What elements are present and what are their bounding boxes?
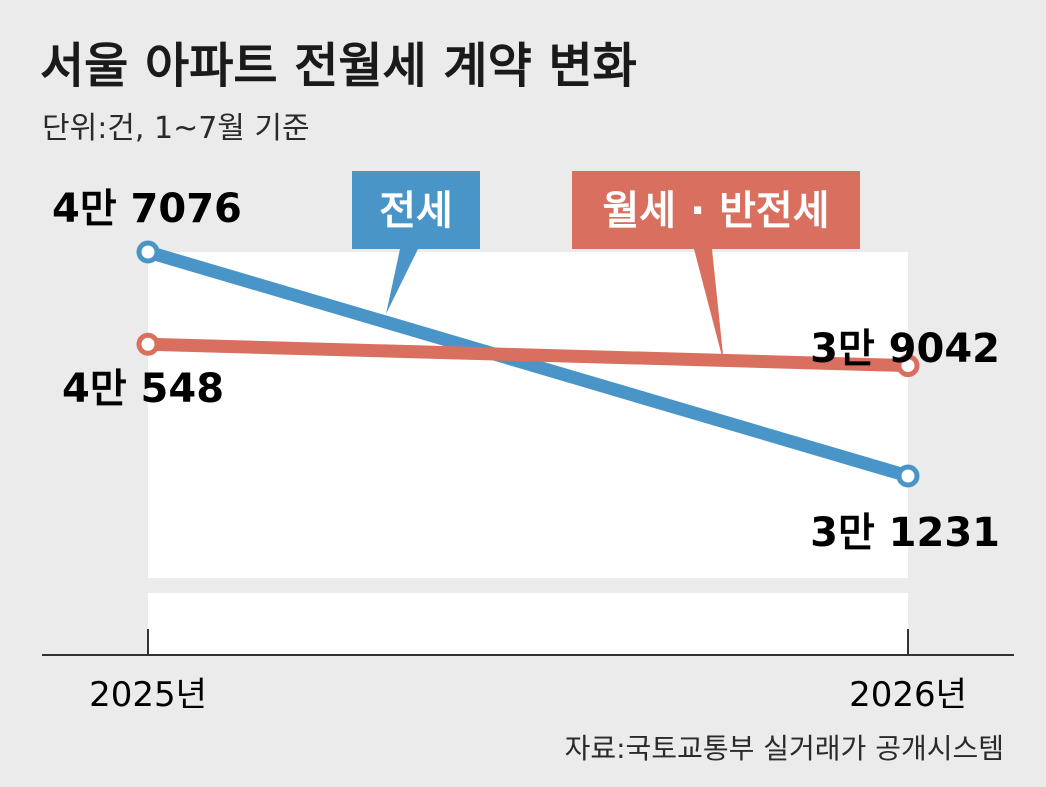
point-wolse-2026	[896, 354, 920, 378]
data-label-wolse-2026: 3만 9042	[810, 326, 1000, 372]
legend-pointer-wolse	[694, 249, 724, 364]
legend-box-jeonse	[352, 171, 480, 249]
legend-label-jeonse: 전세	[379, 188, 453, 234]
data-label-jeonse-2026: 3만 1231	[810, 510, 1000, 556]
point-jeonse-2026	[896, 464, 920, 488]
series-line-wolse	[141, 337, 915, 373]
chart-subtitle: 단위:건, 1~7월 기준	[42, 111, 310, 146]
data-label-wolse-2025: 4만 548	[62, 366, 224, 412]
chart-source: 자료:국토교통부 실거래가 공개시스템	[565, 732, 1004, 765]
legend-label-wolse: 월세 · 반전세	[602, 188, 829, 234]
plot-area-lower	[148, 593, 908, 655]
x-tick-label-2025: 2025년	[89, 675, 207, 715]
point-jeonse-2025	[136, 240, 160, 264]
data-label-jeonse-2025: 4만 7076	[52, 186, 242, 232]
x-tick-label-2026: 2026년	[849, 675, 967, 715]
series-line-jeonse	[141, 245, 915, 483]
point-wolse-2025	[136, 332, 160, 356]
legend-pointer-jeonse	[386, 249, 418, 314]
plot-area	[148, 252, 908, 578]
chart-title: 서울 아파트 전월세 계약 변화	[40, 38, 637, 94]
legend-box-wolse	[572, 171, 860, 249]
